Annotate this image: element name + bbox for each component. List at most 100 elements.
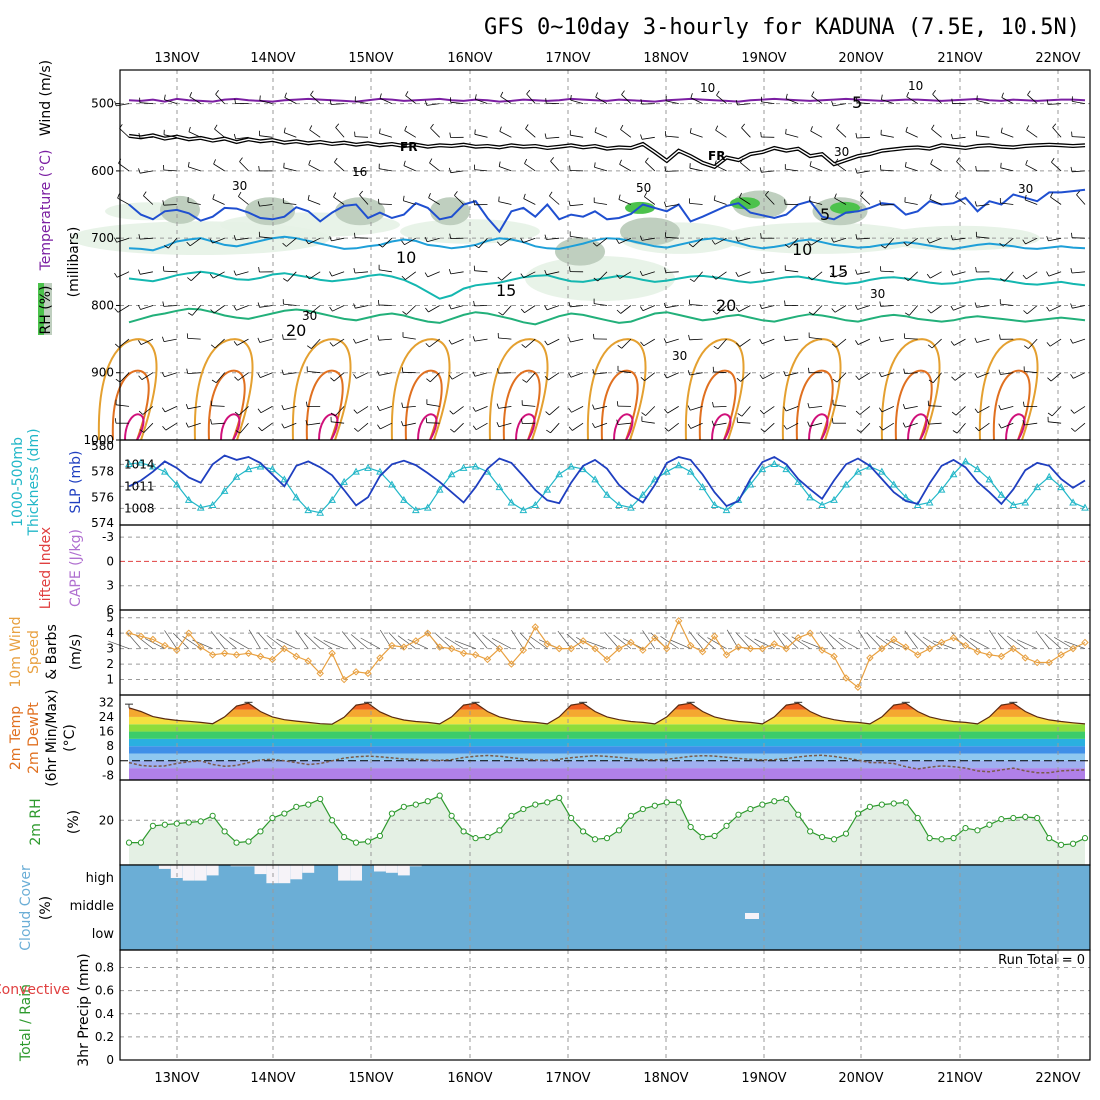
wind-barb xyxy=(976,338,990,343)
y-tick-label-right: 1011 xyxy=(124,479,155,493)
axis-label: Speed xyxy=(26,630,42,674)
wind-barb-flag xyxy=(522,379,527,383)
wind-barb xyxy=(187,201,201,205)
thickness-point xyxy=(961,457,970,465)
axis-label: Thickness (dm) xyxy=(26,428,42,536)
wind10-point xyxy=(495,644,504,653)
wind-barb-flag xyxy=(305,239,309,245)
wind-barb xyxy=(1073,406,1086,414)
wind-barb-flag xyxy=(162,301,165,307)
wind-barb-flag xyxy=(524,158,528,164)
wind-barb-flag xyxy=(595,92,598,98)
cloud-gap-high xyxy=(170,865,183,878)
wind-barb xyxy=(163,169,177,172)
thickness-point xyxy=(316,508,325,516)
wind10-point xyxy=(639,646,647,654)
wind10-barb xyxy=(323,640,345,649)
wind-barb xyxy=(522,237,536,243)
axis-label: Cloud Cover xyxy=(18,865,34,951)
wind-barb-flag xyxy=(640,99,643,105)
wind-barb-flag xyxy=(955,191,959,197)
wind-barb xyxy=(546,136,560,139)
temperature-contour xyxy=(128,97,1086,103)
wind10-barb xyxy=(997,632,1014,649)
wind10-barb xyxy=(379,629,393,649)
wind-barb xyxy=(809,406,823,409)
wind-barb xyxy=(454,195,464,205)
wind-barb xyxy=(620,129,632,138)
wind-barb-flag xyxy=(616,401,619,407)
wind-barb-flag xyxy=(1047,412,1053,417)
run-total-label: Run Total = 0 xyxy=(998,953,1085,968)
wind-barb-flag xyxy=(379,128,381,134)
wind-barb xyxy=(1026,271,1038,280)
wind-barb xyxy=(334,406,345,417)
rh-area xyxy=(430,197,470,226)
wind-barb-flag xyxy=(500,91,504,97)
date-label: 16NOV xyxy=(447,51,492,66)
wind-barb xyxy=(549,406,560,416)
thickness-point xyxy=(949,470,958,478)
wind-barb-flag xyxy=(810,126,813,132)
wind10-barb xyxy=(670,639,691,649)
wind-barb xyxy=(952,136,966,140)
wind-barb xyxy=(833,237,847,243)
wind10-point xyxy=(806,629,814,637)
rh2m-point xyxy=(424,798,431,805)
wind-barb xyxy=(955,196,966,205)
y-tick-label: 16 xyxy=(99,725,114,739)
rh2m-point xyxy=(293,803,300,810)
wind-barb-flag xyxy=(664,267,667,273)
wind10-point xyxy=(746,644,755,653)
wind10-point xyxy=(435,643,444,651)
wind10-point xyxy=(268,655,277,664)
wind-barb-flag xyxy=(856,429,862,433)
wind-barb-flag xyxy=(855,269,858,275)
thickness-point xyxy=(220,486,229,494)
wind-barb xyxy=(836,372,847,383)
wind-barb xyxy=(785,372,799,377)
wind-barb-flag xyxy=(549,191,553,197)
wind-barb xyxy=(116,237,130,243)
wind-barb xyxy=(833,404,847,407)
wind-barb xyxy=(283,167,297,172)
wind10-barb xyxy=(473,631,488,649)
date-label: 17NOV xyxy=(545,51,590,66)
wind-barb-flag xyxy=(831,272,835,278)
wind10-point xyxy=(531,623,540,631)
wind-barb-flag xyxy=(1024,194,1027,200)
wind-barb-flag xyxy=(1070,303,1073,309)
cloud-gap-high xyxy=(409,865,422,867)
wind10-barb xyxy=(304,633,321,649)
wind-barb xyxy=(139,136,153,139)
wind-barb xyxy=(498,201,512,205)
thickness-point xyxy=(471,462,480,470)
contour-label: 50 xyxy=(636,181,651,195)
wind10-barb xyxy=(1064,640,1086,649)
cloud-level-label: low xyxy=(92,927,115,942)
wind-barb xyxy=(426,403,440,407)
wind-barb-flag xyxy=(403,195,405,201)
wind-barb xyxy=(522,404,536,407)
wind-barb-flag xyxy=(211,379,217,384)
wind-barb-flag xyxy=(309,125,313,130)
y-tick-label: 600 xyxy=(91,164,114,178)
thickness-point xyxy=(722,506,731,514)
wind-barb xyxy=(259,236,273,239)
wind-barb-flag xyxy=(424,272,429,278)
wind-barb xyxy=(785,269,799,273)
wind-barb xyxy=(644,196,656,205)
wind10-barb xyxy=(1006,635,1026,649)
wind-barb-flag xyxy=(333,192,337,198)
wind-barb-flag xyxy=(521,418,523,424)
wind-barb xyxy=(1052,127,1062,138)
wind-barb xyxy=(474,338,488,342)
date-label: 15NOV xyxy=(348,1071,393,1086)
wind-barb-flag xyxy=(808,367,810,373)
axis-label: 1000-500mb xyxy=(10,437,26,527)
wind-barb xyxy=(187,406,201,410)
contour-label: 5 xyxy=(820,205,830,224)
rh2m-point xyxy=(639,805,646,813)
wind-barb-flag xyxy=(307,194,310,200)
warm-contour xyxy=(417,413,438,441)
